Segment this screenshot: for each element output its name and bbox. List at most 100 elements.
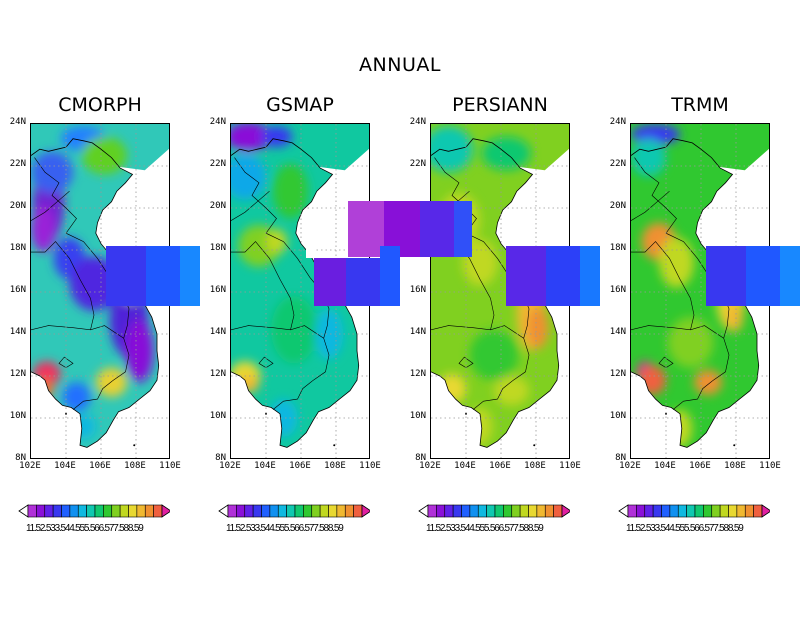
lon-tick-label: 106E xyxy=(689,461,711,471)
colorbar-swatch xyxy=(511,504,521,518)
lon-tick-label: 106E xyxy=(489,461,511,471)
colorbar-swatches xyxy=(218,504,372,518)
rainfall-contour xyxy=(260,126,293,148)
colorbar-swatch xyxy=(427,504,437,518)
colorbar-swatch xyxy=(52,504,62,518)
colorbar-swatch xyxy=(69,504,79,518)
lat-tick-label: 10N xyxy=(409,411,426,421)
colorbar-swatch xyxy=(753,504,763,518)
map-panel-gsmap: GSMAP 24N 22N 20N 18N 16N 14N 12N 10N 8N 102E 104E 1… xyxy=(200,90,390,534)
lat-tick-label: 12N xyxy=(209,369,226,379)
country-border xyxy=(231,190,270,221)
rainfall-contour xyxy=(95,367,128,397)
country-border xyxy=(431,325,524,339)
lat-tick-label: 22N xyxy=(209,159,226,169)
rainfall-contour xyxy=(81,136,128,175)
lon-tick-label: 106E xyxy=(289,461,311,471)
precipitation-map xyxy=(631,124,769,458)
island xyxy=(533,444,536,447)
lat-tick-label: 22N xyxy=(9,159,26,169)
colorbar-swatch xyxy=(444,504,454,518)
map-panel-trmm: TRMM 24N 22N 20N 18N 16N 14N 12N 10N 8N 102E 104E 10… xyxy=(600,90,790,534)
lat-tick-label: 20N xyxy=(209,201,226,211)
island xyxy=(665,412,667,415)
colorbar-tick-labels: 11.52.533.544.555.566.577.588.59 xyxy=(226,523,344,534)
lon-tick-label: 102E xyxy=(219,461,241,471)
colorbar-swatch xyxy=(44,504,54,518)
lon-tick-label: 104E xyxy=(454,461,476,471)
colorbar-swatch xyxy=(27,504,37,518)
rainfall-contour xyxy=(659,237,694,288)
figure-title: ANNUAL xyxy=(359,54,441,76)
colorbar-swatch xyxy=(719,504,729,518)
lat-tick-label: 24N xyxy=(9,117,26,127)
colorbar-swatch xyxy=(77,504,87,518)
lat-tick-label: 16N xyxy=(409,285,426,295)
lat-tick-label: 8N xyxy=(415,453,426,463)
lat-tick-label: 8N xyxy=(615,453,626,463)
lat-tick-label: 12N xyxy=(9,369,26,379)
country-border xyxy=(631,241,695,330)
rainfall-contour xyxy=(638,365,666,395)
map-panel-persiann: PERSIANN24N22N20N18N16N14N12N10N8N102E10… xyxy=(400,90,590,534)
panel-title: TRMM xyxy=(671,94,729,116)
colorbar-under-arrow xyxy=(218,504,229,518)
colorbar-under-arrow xyxy=(18,504,29,518)
lat-tick-label: 22N xyxy=(409,159,426,169)
rainfall-contour xyxy=(667,317,714,368)
lon-tick-label: 110E xyxy=(759,461,781,471)
lat-tick-label: 18N xyxy=(609,243,626,253)
lon-tick-label: 102E xyxy=(19,461,41,471)
panel-title: CMORPH xyxy=(58,94,142,116)
colorbar-swatch xyxy=(461,504,471,518)
colorbar-swatch xyxy=(336,504,346,518)
island xyxy=(265,412,267,415)
rainfall-contour xyxy=(31,151,73,194)
colorbar: 11.52.533.544.555.566.577.588.59 xyxy=(600,501,772,534)
colorbar-swatch xyxy=(328,504,338,518)
colorbar-swatch xyxy=(544,504,554,518)
colorbar-swatch xyxy=(144,504,154,518)
colorbar-swatch xyxy=(519,504,529,518)
colorbar-tick-labels: 11.52.533.544.555.566.577.588.59 xyxy=(26,523,144,534)
colorbar-swatch xyxy=(319,504,329,518)
colorbar-swatch xyxy=(227,504,237,518)
colorbar-swatch xyxy=(277,504,287,518)
overlay-strip-lower-1 xyxy=(106,246,200,306)
rainfall-contour xyxy=(266,229,287,255)
colorbar-swatches xyxy=(618,504,772,518)
colorbar-under-arrow xyxy=(418,504,429,518)
lon-tick-label: 102E xyxy=(419,461,441,471)
colorbar-over-arrow xyxy=(161,504,172,518)
rainfall-contour xyxy=(467,407,493,446)
colorbar-swatch xyxy=(686,504,696,518)
island xyxy=(465,412,467,415)
overlay-strip-lower-4 xyxy=(706,246,800,306)
island xyxy=(65,412,67,415)
overlay-strip-lower-3 xyxy=(506,246,600,306)
colorbar-swatch xyxy=(436,504,446,518)
lon-tick-label: 104E xyxy=(54,461,76,471)
colorbar-over-arrow xyxy=(761,504,772,518)
rainfall-contour xyxy=(71,413,96,439)
lat-tick-label: 12N xyxy=(409,369,426,379)
colorbar-swatch xyxy=(494,504,504,518)
colorbar: 11.52.533.544.555.566.577.588.59 xyxy=(200,501,372,534)
colorbar-swatch xyxy=(528,504,538,518)
rainfall-contour xyxy=(62,382,91,412)
lon-tick-label: 108E xyxy=(724,461,746,471)
country-border xyxy=(231,325,324,339)
rainfall-contour xyxy=(527,306,549,349)
island xyxy=(733,444,736,447)
colorbar-swatch xyxy=(286,504,296,518)
colorbar-over-arrow xyxy=(361,504,372,518)
country-border xyxy=(31,241,95,330)
colorbar-swatch xyxy=(553,504,563,518)
overlay-strip-lower-2 xyxy=(306,246,400,306)
colorbar-swatch xyxy=(503,504,513,518)
country-border xyxy=(672,338,730,410)
colorbar-tick-labels: 11.52.533.544.555.566.577.588.59 xyxy=(426,523,544,534)
colorbar-swatch xyxy=(61,504,71,518)
colorbar-swatch xyxy=(244,504,254,518)
country-border xyxy=(72,338,130,410)
